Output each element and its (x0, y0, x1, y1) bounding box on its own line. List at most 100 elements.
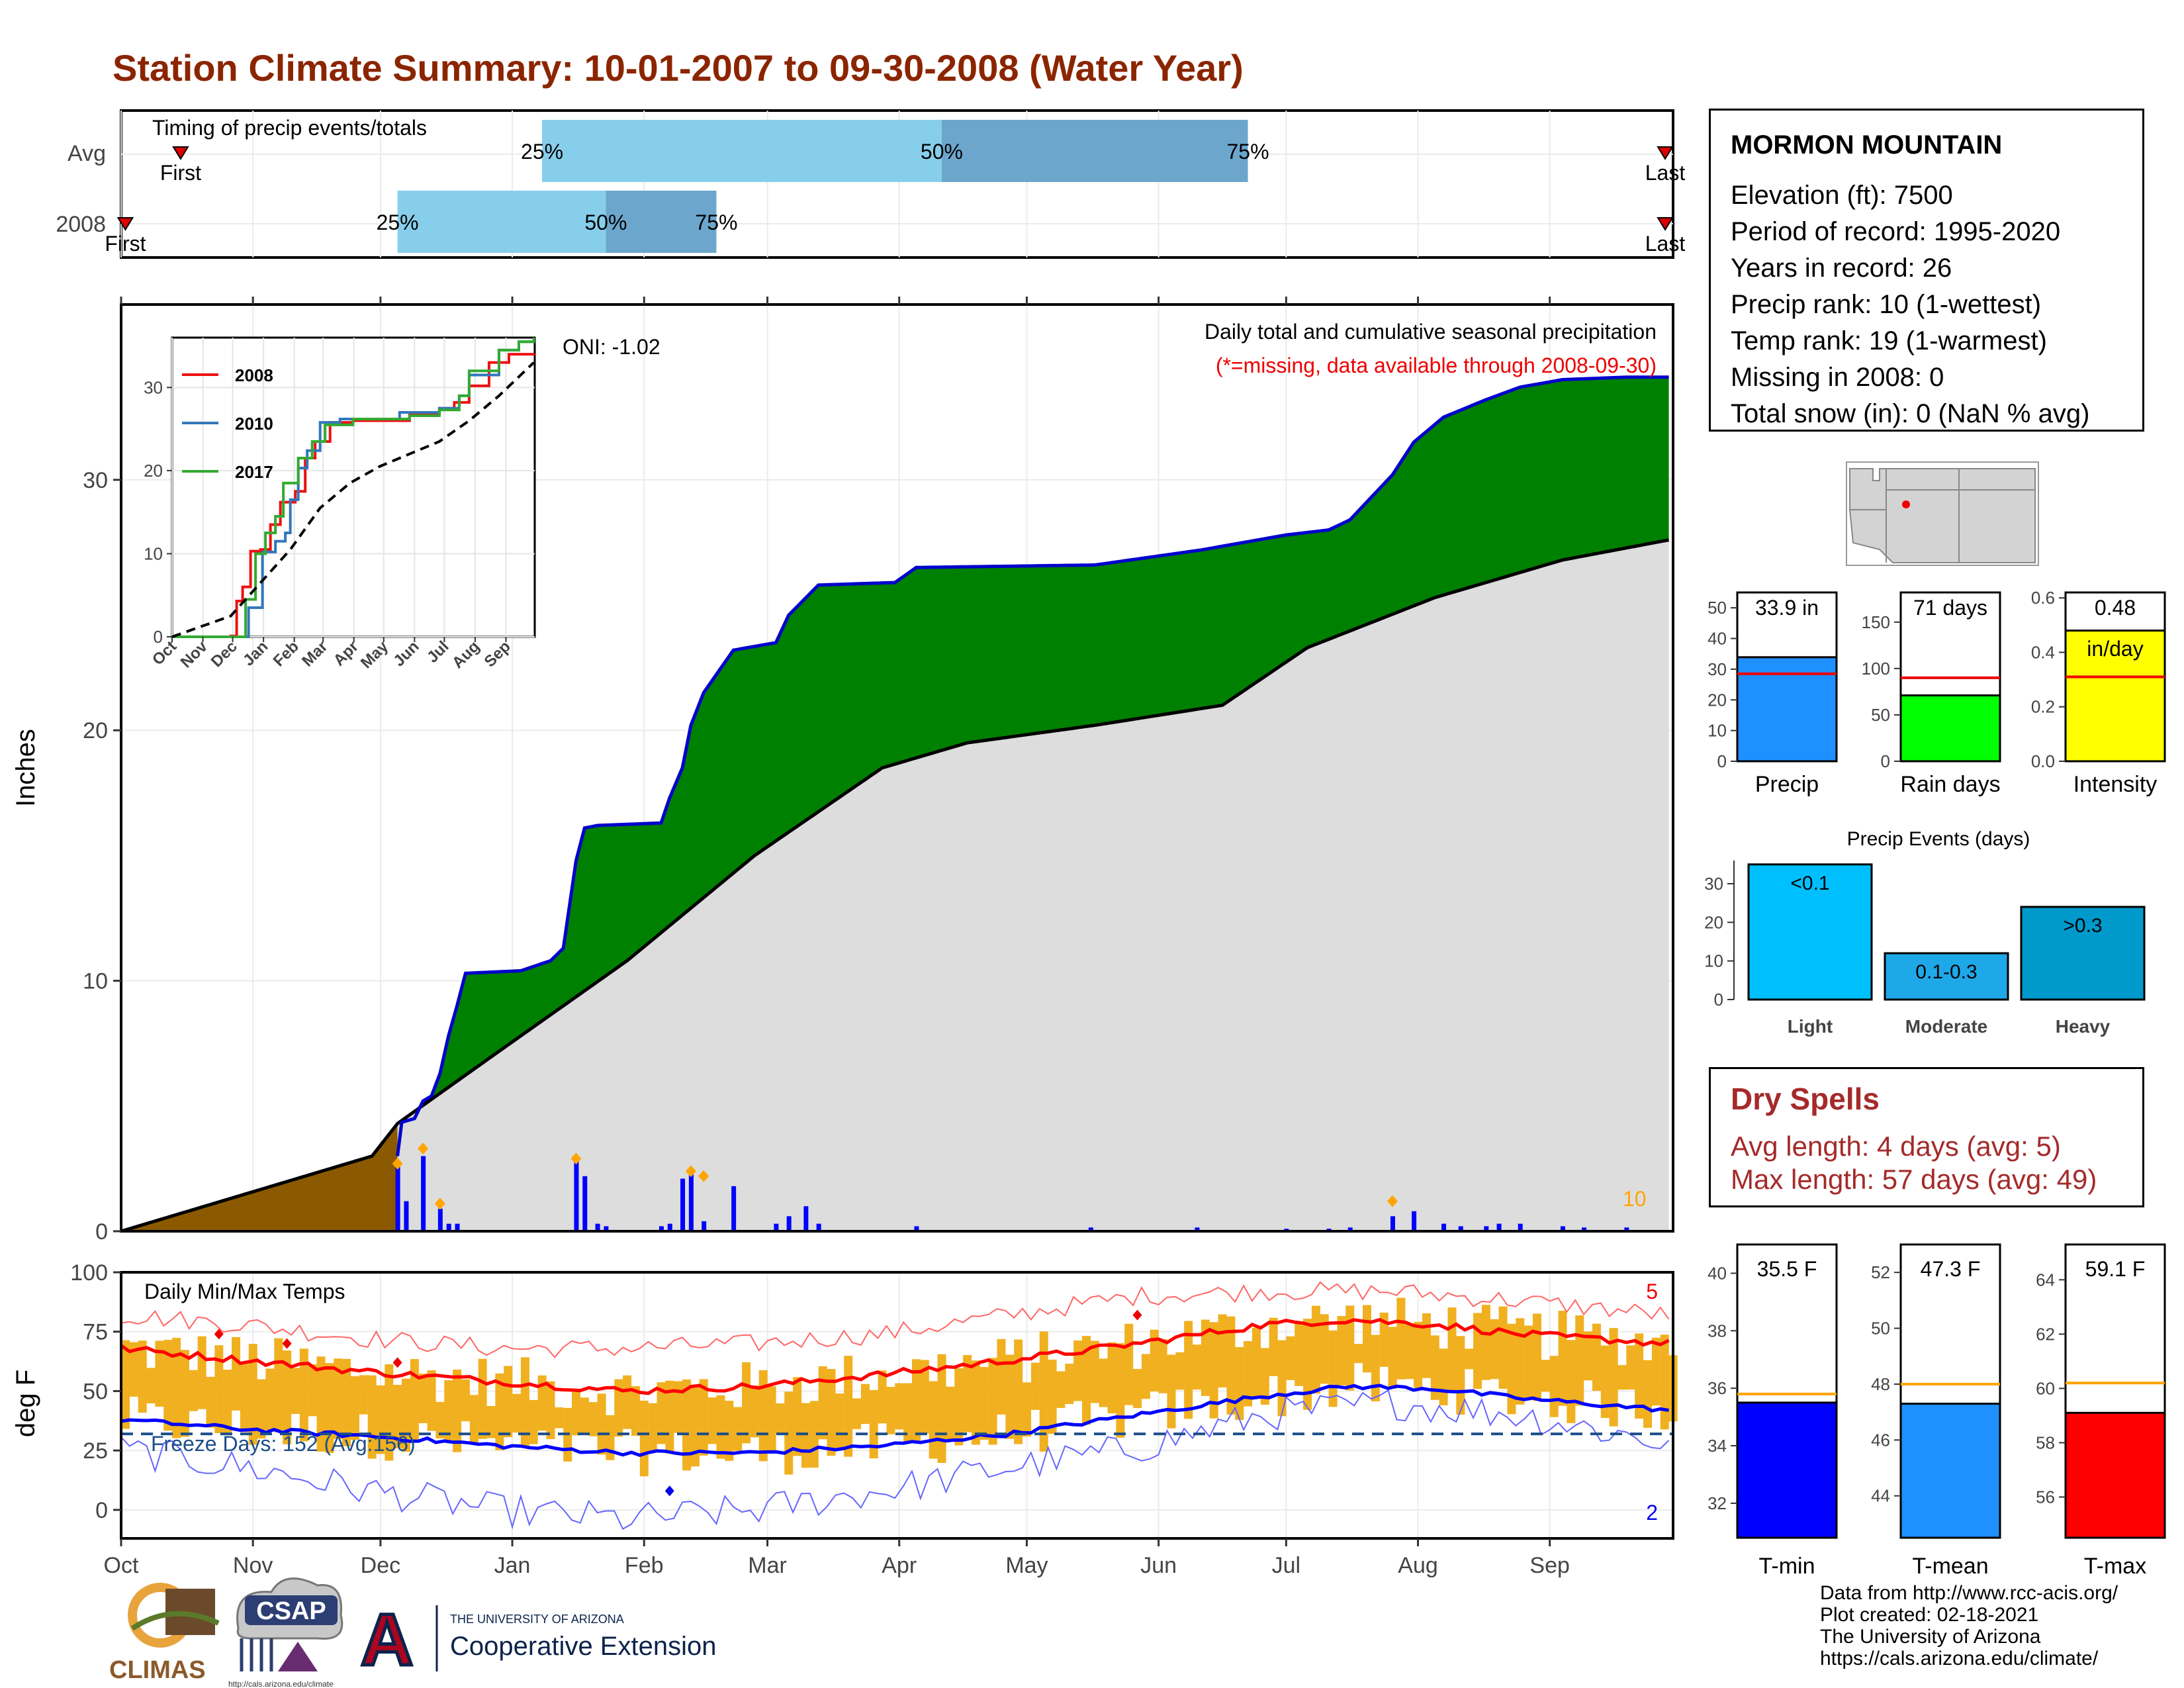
dry-spells-title: Dry Spells (1731, 1082, 1880, 1116)
inset-legend: 2008 2010 2017 (182, 365, 273, 482)
dry-spells-box: Dry Spells Avg length: 4 days (avg: 5) M… (1709, 1067, 2144, 1207)
daily-temp-bar (742, 1362, 751, 1444)
daily-temp-bar (1337, 1315, 1346, 1385)
daily-temp-bar (1005, 1354, 1015, 1439)
daily-temp-bar (1558, 1311, 1567, 1406)
daily-temp-bar (1107, 1342, 1116, 1414)
precip-frame (120, 303, 1674, 1233)
daily-precip-bar (574, 1161, 579, 1231)
inset-y-tick-label: 0 (154, 627, 163, 647)
daily-temp-bar (818, 1366, 827, 1440)
record-max-line (120, 1281, 1670, 1358)
timing-label-25: 25% (377, 211, 419, 234)
precip-observed-line (396, 375, 1669, 1156)
daily-temp-bar (903, 1383, 913, 1443)
temp-summary-y-tick-label: 50 (1871, 1319, 1890, 1338)
daily-precip-bar (421, 1156, 426, 1231)
daily-temp-bar (1626, 1345, 1635, 1390)
record-high-marker (214, 1329, 224, 1340)
daily-temp-bar (138, 1340, 147, 1413)
daily-temp-bar (665, 1380, 674, 1454)
daily-temp-bar (486, 1406, 496, 1438)
daily-temp-bar (1524, 1325, 1533, 1399)
events-category-label: Light (1788, 1016, 1833, 1037)
summary-y-tick-label: 10 (1707, 721, 1727, 741)
daily-temp-bar (929, 1381, 938, 1459)
daily-temp-bar (180, 1350, 189, 1437)
daily-temp-bar (597, 1393, 606, 1455)
temp-summary-y-tick-label: 46 (1871, 1430, 1890, 1450)
temp-y-tick-label: 75 (83, 1320, 108, 1345)
daily-temp-bar (614, 1379, 623, 1437)
temp-lines (120, 1281, 1673, 1530)
daily-precip-bar (1496, 1223, 1502, 1231)
daily-temp-bar (954, 1368, 964, 1446)
temp-summary-y-tick-label: 64 (2036, 1270, 2055, 1289)
region-shape (1849, 468, 2036, 563)
daily-temp-bar (350, 1376, 359, 1440)
precip-y-tick-label: 10 (83, 969, 108, 994)
climas-text: CLIMAS (109, 1656, 206, 1684)
temp-y-tick-label: 100 (70, 1260, 108, 1286)
daily-temp-bar (214, 1345, 224, 1434)
daily-temp-bar (232, 1336, 241, 1411)
daily-precip-bar (667, 1223, 672, 1231)
daily-temp-bar (257, 1379, 266, 1439)
temp-summary-y-tick-label: 56 (2036, 1487, 2055, 1507)
temp-summary-value: 47.3 F (1921, 1257, 1981, 1281)
summary-y-tick-label: 0.6 (2031, 588, 2055, 608)
daily-precip-bar (1582, 1227, 1587, 1231)
daily-temp-bar (1295, 1323, 1304, 1386)
daily-temp-bar (674, 1381, 683, 1433)
daily-temp-bar (767, 1386, 776, 1454)
daily-temp-bar (1396, 1297, 1406, 1380)
daily-temp-bar (129, 1342, 138, 1397)
temp-summary-label: T-max (2084, 1554, 2146, 1579)
daily-temp-bar (1090, 1340, 1099, 1403)
state-borders (1850, 469, 2035, 563)
daily-temp-bar (1439, 1348, 1448, 1405)
events-y-tick-label: 20 (1704, 912, 1723, 932)
precip-y-tick-label: 20 (83, 718, 108, 743)
daily-temp-bar (1549, 1356, 1559, 1417)
temp-y-axis: 0 25 50 75 100 (70, 1260, 121, 1523)
daily-temp-bar (886, 1387, 895, 1434)
daily-precip-bar (786, 1216, 792, 1231)
daily-temp-bar (410, 1359, 419, 1440)
daily-temp-bar (835, 1393, 844, 1450)
daily-temp-bar (911, 1359, 921, 1442)
daily-precip-bar (1088, 1227, 1093, 1231)
daily-temp-bar (937, 1354, 946, 1463)
month-tick-label: Jul (1272, 1553, 1300, 1578)
summary-label: Rain days (1900, 772, 2000, 797)
daily-temp-bar (572, 1389, 581, 1436)
events-bar (2020, 906, 2146, 1001)
extreme-precip-marker (570, 1152, 582, 1165)
station-info-box: MORMON MOUNTAIN Elevation (ft): 7500 Per… (1709, 109, 2144, 432)
station-missing: Missing in 2008: 0 (1731, 363, 1944, 392)
daily-temp-bar (716, 1395, 725, 1459)
credits: Data from http://www.rcc-acis.org/ Plot … (1820, 1582, 2118, 1669)
daily-temp-bar (146, 1368, 156, 1403)
temp-summary-value: 59.1 F (2085, 1257, 2146, 1281)
daily-temp-bar (758, 1370, 768, 1462)
events-bar-label: 0.1-0.3 (1915, 961, 1977, 983)
daily-temp-bar (359, 1375, 368, 1415)
daily-temp-bar (639, 1400, 649, 1477)
temp-summary-y-tick-label: 32 (1707, 1493, 1727, 1513)
daily-temp-bar (733, 1407, 743, 1451)
daily-temp-bar (1184, 1321, 1193, 1419)
month-tick-label: Oct (104, 1553, 139, 1578)
credit-line: https://cals.arizona.edu/climate/ (1820, 1648, 2099, 1669)
daily-temp-bar (223, 1370, 232, 1434)
record-high-marker (392, 1357, 402, 1368)
daily-temp-bar (240, 1364, 249, 1432)
summary-y-tick-label: 50 (1871, 705, 1890, 725)
precip-y-tick-label: 0 (95, 1219, 108, 1244)
month-tick-label: May (1005, 1553, 1048, 1578)
daily-temp-bar (1388, 1327, 1397, 1389)
record-high-marker (282, 1338, 292, 1349)
daily-precip-bar (455, 1223, 460, 1231)
precip-early-area (121, 1123, 398, 1231)
daily-precip-bar (1518, 1223, 1523, 1231)
